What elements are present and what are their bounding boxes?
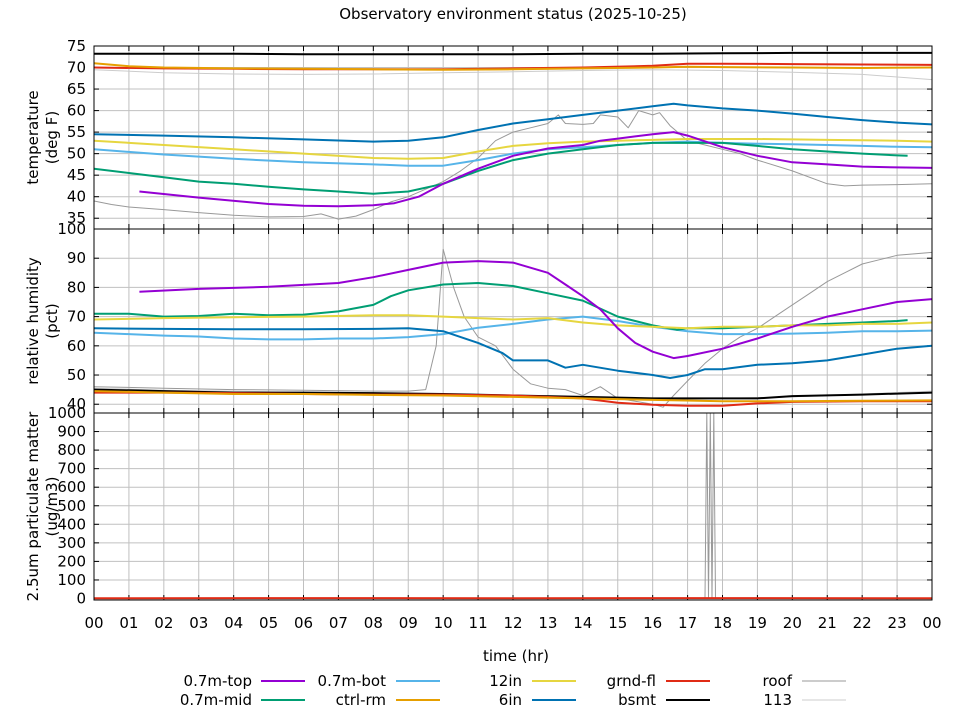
legend-label: 0.7m-top: [184, 672, 252, 690]
y-axis-label: relative humidity: [24, 257, 42, 385]
y-axis-label: (pct): [43, 303, 61, 338]
x-tick-label: 23: [888, 614, 907, 632]
x-tick-label: 13: [538, 614, 557, 632]
x-tick-label: 02: [154, 614, 173, 632]
y-tick-label: 900: [57, 423, 86, 441]
legend-label: bsmt: [618, 691, 656, 709]
y-tick-label: 65: [67, 80, 86, 98]
y-tick-label: 50: [67, 366, 86, 384]
y-tick-label: 70: [67, 59, 86, 77]
y-axis-label: (deg F): [43, 111, 61, 164]
x-tick-label: 08: [364, 614, 383, 632]
legend-item: 12in: [489, 672, 576, 690]
legend-label: grnd-fl: [607, 672, 656, 690]
y-tick-label: 0: [76, 590, 86, 608]
y-tick-label: 100: [57, 571, 86, 589]
x-tick-label: 00: [922, 614, 941, 632]
y-tick-label: 75: [67, 37, 86, 55]
x-tick-label: 18: [713, 614, 732, 632]
legend-item: 0.7m-top: [184, 672, 305, 690]
y-tick-label: 45: [67, 166, 86, 184]
x-tick-label: 03: [189, 614, 208, 632]
legend-item: roof: [763, 672, 846, 690]
y-tick-label: 100: [57, 220, 86, 238]
x-tick-label: 04: [224, 614, 243, 632]
series-line-0-7m-mid: [94, 283, 908, 330]
legend-item: 0.7m-bot: [318, 672, 440, 690]
y-tick-label: 55: [67, 123, 86, 141]
x-tick-label: 22: [853, 614, 872, 632]
y-tick-label: 90: [67, 249, 86, 267]
y-tick-label: 50: [67, 145, 86, 163]
y-tick-label: 300: [57, 534, 86, 552]
legend: 0.7m-top 0.7m-bot 12in grnd-fl roof 0.7m-mid c…: [180, 672, 846, 709]
x-tick-label: 01: [119, 614, 138, 632]
x-tick-label: 14: [573, 614, 592, 632]
legend-label: 12in: [489, 672, 522, 690]
y-tick-label: 800: [57, 441, 86, 459]
x-tick-label: 05: [259, 614, 278, 632]
x-tick-label: 21: [818, 614, 837, 632]
x-tick-label: 07: [329, 614, 348, 632]
y-tick-label: 600: [57, 478, 86, 496]
y-tick-label: 70: [67, 308, 86, 326]
x-tick-label: 17: [678, 614, 697, 632]
x-tick-label: 09: [399, 614, 418, 632]
x-tick-label: 20: [783, 614, 802, 632]
legend-label: 113: [763, 691, 792, 709]
legend-item: 113: [763, 691, 846, 709]
y-tick-label: 500: [57, 497, 86, 515]
y-tick-label: 700: [57, 460, 86, 478]
legend-item: grnd-fl: [607, 672, 710, 690]
x-tick-label: 10: [434, 614, 453, 632]
y-axis-label: temperature: [24, 90, 42, 184]
legend-item: bsmt: [618, 691, 710, 709]
legend-label: 0.7m-bot: [318, 672, 387, 690]
legend-label: 6in: [499, 691, 522, 709]
legend-item: 6in: [499, 691, 576, 709]
legend-item: ctrl-rm: [336, 691, 440, 709]
y-axis-label: 2.5um particulate matter: [24, 411, 42, 601]
legend-label: 0.7m-mid: [180, 691, 252, 709]
y-axis-label: (ug/m3): [43, 477, 61, 537]
chart-title: Observatory environment status (2025-10-…: [339, 5, 687, 23]
y-tick-label: 40: [67, 188, 86, 206]
y-tick-label: 200: [57, 552, 86, 570]
x-tick-label: 12: [503, 614, 522, 632]
x-tick-label: 11: [469, 614, 488, 632]
y-tick-label: 1000: [48, 404, 86, 422]
y-tick-label: 60: [67, 102, 86, 120]
y-tick-label: 400: [57, 515, 86, 533]
x-axis: 00 01 02 03 04 05 06 07 08 09 10 11 12 13 14 15 16 17 18 19…: [84, 614, 941, 632]
legend-label: ctrl-rm: [336, 691, 386, 709]
series-line-0-7m-top: [139, 261, 932, 358]
x-axis-label: time (hr): [483, 647, 549, 665]
y-tick-label: 60: [67, 337, 86, 355]
x-tick-label: 00: [84, 614, 103, 632]
y-tick-label: 80: [67, 278, 86, 296]
x-tick-label: 06: [294, 614, 313, 632]
legend-item: 0.7m-mid: [180, 691, 305, 709]
legend-label: roof: [763, 672, 793, 690]
x-tick-label: 15: [608, 614, 627, 632]
x-tick-label: 19: [748, 614, 767, 632]
x-tick-label: 16: [643, 614, 662, 632]
